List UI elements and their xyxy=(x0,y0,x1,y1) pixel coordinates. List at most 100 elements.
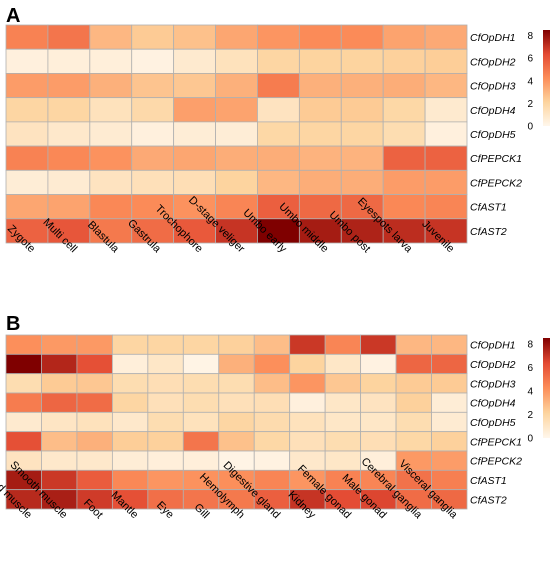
heatmap-cell xyxy=(253,392,291,413)
heatmap-cell xyxy=(324,392,362,413)
heatmap-panel-a: A CfOpDH1 CfOpDH2 CfOpDH3 CfOpDH4 CfOpDH5 CfP… xyxy=(5,5,550,256)
heatmap-cell xyxy=(215,121,258,147)
heatmap-cell xyxy=(215,73,258,99)
heatmap-cell xyxy=(47,121,91,147)
heatmap-cell xyxy=(131,73,175,99)
heatmap-cell xyxy=(253,469,291,491)
heatmap-cell xyxy=(215,145,258,171)
heatmap-cell xyxy=(131,121,175,147)
heatmap-cell xyxy=(5,24,49,50)
heatmap-cell xyxy=(257,169,300,195)
heatmap-cell xyxy=(111,431,149,452)
heatmap-cell xyxy=(131,169,175,195)
heatmap-cell xyxy=(89,73,133,99)
heatmap-cell xyxy=(173,73,216,99)
heatmap-cell xyxy=(431,411,468,433)
heatmap-cell xyxy=(47,145,91,171)
heatmap-cell xyxy=(382,169,426,195)
heatmap-cell xyxy=(424,218,468,244)
heatmap-cell xyxy=(424,48,468,74)
heatmap-cell xyxy=(41,353,78,375)
heatmap-cell xyxy=(182,392,220,413)
heatmap-cell xyxy=(298,48,342,74)
row-labels-a: CfOpDH1 CfOpDH2 CfOpDH3 CfOpDH4 CfOpDH5 CfPEP… xyxy=(470,32,522,238)
colorbar-tick-label: 0 xyxy=(527,434,533,445)
heatmap-cell xyxy=(218,392,255,413)
heatmap-cell xyxy=(76,353,113,375)
colorbar-tick-label: 2 xyxy=(527,410,533,421)
heatmap-cell xyxy=(253,373,291,394)
heatmap-cell xyxy=(173,194,216,220)
heatmap-cell xyxy=(257,97,300,123)
heatmap-cell xyxy=(431,469,468,491)
panel-label-a: A xyxy=(6,5,20,27)
heatmap-cell xyxy=(5,411,42,433)
heatmap-cell xyxy=(111,469,149,491)
row-label: CfPEPCK2 xyxy=(470,456,522,468)
heatmap-cell xyxy=(218,411,255,433)
row-labels-b: CfOpDH1 CfOpDH2 CfOpDH3 CfOpDH4 CfOpDH5 CfPEP… xyxy=(470,340,522,507)
heatmap-cell xyxy=(147,334,184,355)
heatmap-cell xyxy=(340,194,384,220)
heatmap-cell xyxy=(431,373,468,394)
heatmap-panel-b: B CfOpDH1 CfOpDH2 CfOpDH3 CfOpDH4 CfOpDH5 CfP… xyxy=(0,313,550,522)
heatmap-cell xyxy=(147,450,184,471)
heatmap-cell xyxy=(340,145,384,171)
heatmap-cell xyxy=(298,145,342,171)
heatmap-cell xyxy=(324,334,362,355)
heatmap-cell xyxy=(253,431,291,452)
heatmap-cell xyxy=(147,392,184,413)
heatmap-cell xyxy=(5,392,42,413)
heatmap-cell xyxy=(431,334,468,355)
heatmap-cell xyxy=(173,97,216,123)
row-label: CfPEPCK1 xyxy=(470,153,522,165)
heatmap-cell xyxy=(41,334,78,355)
heatmap-cell xyxy=(147,353,184,375)
heatmap-cell xyxy=(298,169,342,195)
panel-label-b: B xyxy=(6,313,20,335)
row-label: CfOpDH4 xyxy=(470,398,516,410)
heatmap-cell xyxy=(253,334,291,355)
heatmap-cell xyxy=(47,48,91,74)
heatmap-cell xyxy=(431,353,468,375)
heatmap-cell xyxy=(47,218,91,244)
heatmap-cell xyxy=(257,24,300,50)
row-label: CfOpDH3 xyxy=(470,378,516,390)
row-label: CfAST2 xyxy=(470,226,507,238)
row-label: CfOpDH2 xyxy=(470,56,516,68)
heatmap-cell xyxy=(215,218,258,244)
row-label: CfOpDH3 xyxy=(470,81,516,93)
heatmap-cell xyxy=(424,194,468,220)
heatmap-cell xyxy=(289,373,326,394)
heatmap-cell xyxy=(324,353,362,375)
heatmap-cell xyxy=(41,450,78,471)
heatmap-cell xyxy=(289,431,326,452)
heatmap-cell xyxy=(424,73,468,99)
row-label: CfOpDH4 xyxy=(470,105,516,117)
heatmap-cell xyxy=(147,411,184,433)
colorbar-tick-label: 6 xyxy=(527,54,533,65)
colorbar-tick-label: 6 xyxy=(527,363,533,374)
heatmap-cell xyxy=(131,194,175,220)
colorbar-tick-label: 0 xyxy=(527,122,533,133)
heatmap-cells-a xyxy=(5,24,468,244)
heatmap-cell xyxy=(257,145,300,171)
row-label: CfOpDH1 xyxy=(470,340,516,352)
heatmap-cell xyxy=(382,121,426,147)
heatmap-cell xyxy=(111,450,149,471)
heatmap-cell xyxy=(5,194,49,220)
heatmap-cell xyxy=(5,121,49,147)
heatmap-cell xyxy=(340,24,384,50)
heatmap-cell xyxy=(89,24,133,50)
heatmap-cell xyxy=(5,431,42,452)
heatmap-cell xyxy=(76,392,113,413)
heatmap-cell xyxy=(131,24,175,50)
row-label: CfOpDH5 xyxy=(470,129,516,141)
heatmap-cell xyxy=(76,334,113,355)
heatmap-cell xyxy=(89,145,133,171)
heatmap-cell xyxy=(5,97,49,123)
heatmap-cell xyxy=(431,489,468,510)
heatmap-cell xyxy=(360,431,397,452)
heatmap-cell xyxy=(360,373,397,394)
